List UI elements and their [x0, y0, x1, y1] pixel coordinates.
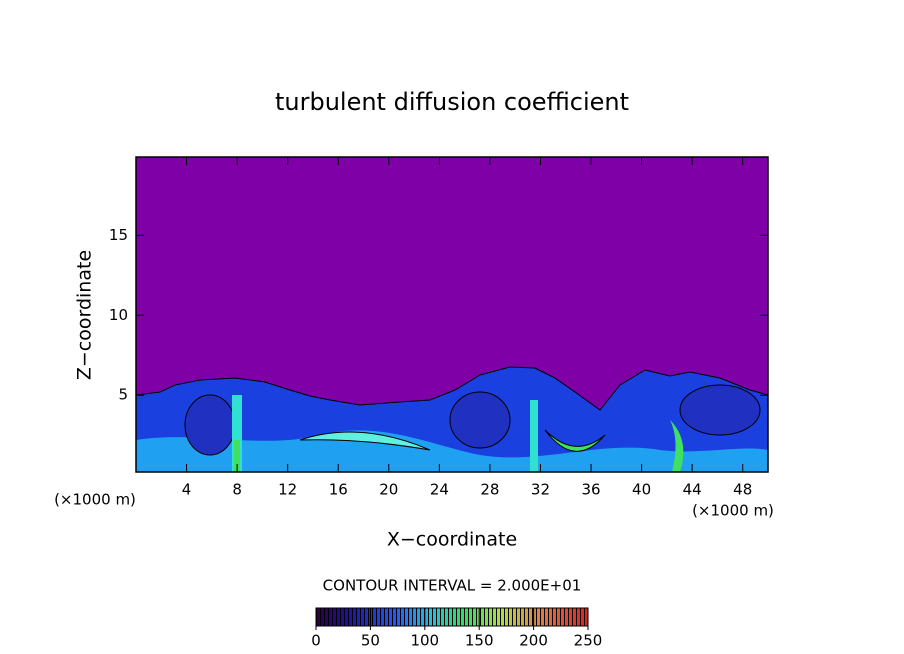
plot-frame [135, 156, 769, 473]
x-tick-label: 36 [581, 481, 600, 499]
x-unit-right: (×1000 m) [692, 502, 774, 520]
field [136, 157, 768, 472]
x-axis-label: X−coordinate [387, 529, 517, 551]
x-tick-label: 12 [278, 481, 297, 499]
x-tick-label: 24 [430, 481, 449, 499]
colorbar-tick-label: 0 [311, 632, 321, 650]
x-tick-label: 48 [733, 481, 752, 499]
x-tick-label: 20 [379, 481, 398, 499]
contour-interval: CONTOUR INTERVAL = 2.000E+01 [323, 577, 582, 595]
y-axis-label: Z−coordinate [74, 250, 96, 380]
x-tick-label: 44 [683, 481, 702, 499]
y-tick-label: 15 [109, 226, 128, 244]
colorbar-tick-label: 150 [465, 632, 494, 650]
colorbar-tick-label: 200 [519, 632, 548, 650]
x-unit-left: (×1000 m) [54, 491, 136, 509]
x-tick-label: 28 [480, 481, 499, 499]
colorbar-frame [315, 607, 589, 627]
colorbar-tick-label: 250 [574, 632, 603, 650]
colorbar-tick-label: 50 [361, 632, 380, 650]
x-tick-label: 32 [531, 481, 550, 499]
x-tick-label: 40 [632, 481, 651, 499]
x-tick-label: 4 [182, 481, 192, 499]
y-tick-label: 5 [118, 386, 128, 404]
chart-title: turbulent diffusion coefficient [275, 88, 629, 116]
colorbar-tick-label: 100 [410, 632, 439, 650]
y-tick-label: 10 [109, 306, 128, 324]
x-tick-label: 16 [329, 481, 348, 499]
x-tick-label: 8 [232, 481, 242, 499]
